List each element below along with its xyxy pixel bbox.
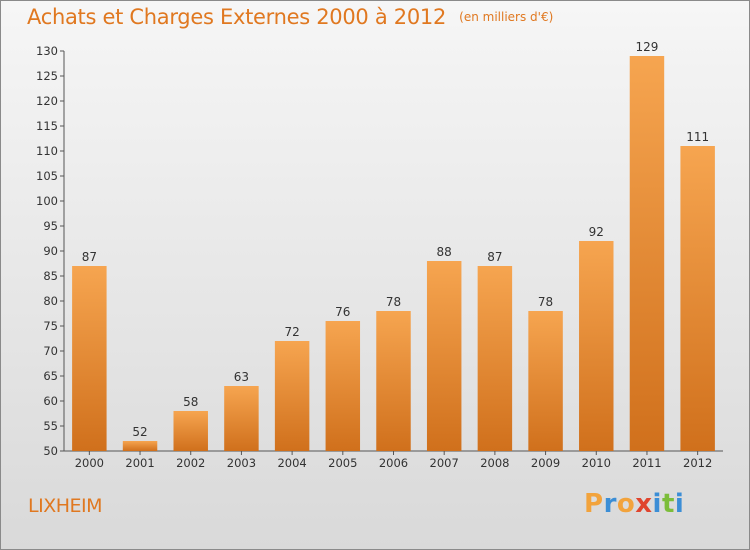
y-tick-label: 55 <box>43 419 58 433</box>
logo-letter: i <box>674 489 685 519</box>
y-tick-label: 100 <box>36 194 58 208</box>
bar <box>477 266 513 451</box>
x-tick-label: 2009 <box>531 456 560 470</box>
logo-letter: o <box>616 489 636 519</box>
bar <box>72 266 107 451</box>
y-tick-label: 75 <box>43 319 58 333</box>
y-tick-label: 80 <box>43 294 58 308</box>
y-tick-label: 90 <box>43 244 58 258</box>
x-tick-label: 2005 <box>328 456 357 470</box>
y-tick-label: 60 <box>43 394 58 408</box>
x-tick-label: 2007 <box>430 456 459 470</box>
logo-letter: x <box>635 489 653 519</box>
bar <box>579 241 614 451</box>
x-tick-label: 2011 <box>632 456 661 470</box>
y-axis: 50 55 60 65 70 75 80 85 90 95 100 105 110 115 120 125 13… <box>36 44 65 458</box>
title-row: Achats et Charges Externes 2000 à 2012 (… <box>27 5 553 29</box>
bar <box>426 261 462 451</box>
x-tick-label: 2000 <box>75 456 104 470</box>
x-tick-label: 2006 <box>379 456 408 470</box>
bar <box>629 56 665 451</box>
bar <box>528 311 563 451</box>
x-tick-label: 2012 <box>683 456 712 470</box>
x-tick-label: 2002 <box>176 456 205 470</box>
chart-unit: (en milliers d'€) <box>459 10 554 24</box>
bar <box>224 386 259 451</box>
y-tick-label: 120 <box>36 94 58 108</box>
x-axis: 2000 2001 2002 2003 2004 2005 2006 2007 2008 2009… <box>64 450 723 470</box>
data-label: 88 <box>437 245 452 259</box>
y-tick-label: 110 <box>36 144 58 158</box>
bar <box>122 441 158 451</box>
y-tick-label: 105 <box>36 169 58 183</box>
logo-letter: P <box>584 489 604 519</box>
data-label: 87 <box>487 250 502 264</box>
bar <box>274 341 310 451</box>
logo-letter: t <box>661 489 675 519</box>
data-label: 76 <box>335 305 350 319</box>
data-label: 63 <box>234 370 249 384</box>
data-labels: 87 52 58 63 72 76 78 88 87 78 92 129 111 <box>82 40 709 439</box>
y-tick-label: 65 <box>43 369 58 383</box>
data-label: 52 <box>132 425 147 439</box>
data-label: 92 <box>589 225 604 239</box>
data-label: 58 <box>183 395 198 409</box>
bars <box>72 56 715 451</box>
x-tick-label: 2003 <box>227 456 256 470</box>
chart-title: Achats et Charges Externes 2000 à 2012 <box>27 5 447 29</box>
data-label: 111 <box>686 130 709 144</box>
bar <box>173 411 208 451</box>
y-tick-label: 125 <box>36 69 58 83</box>
y-tick-label: 70 <box>43 344 58 358</box>
y-tick-label: 95 <box>43 219 58 233</box>
data-label: 78 <box>386 295 401 309</box>
logo-letter: i <box>652 489 662 519</box>
data-label: 72 <box>284 325 299 339</box>
x-tick-label: 2001 <box>125 456 154 470</box>
y-tick-label: 130 <box>36 44 58 58</box>
logo-letter: r <box>603 489 617 519</box>
x-tick-label: 2010 <box>582 456 611 470</box>
bar <box>325 321 361 451</box>
x-tick-label: 2004 <box>277 456 306 470</box>
x-tick-label: 2008 <box>480 456 509 470</box>
bar <box>680 146 715 451</box>
data-label: 78 <box>538 295 553 309</box>
y-tick-label: 115 <box>36 119 58 133</box>
commune-name: LIXHEIM <box>28 495 103 517</box>
bar <box>376 311 411 451</box>
data-label: 129 <box>636 40 659 54</box>
y-tick-label: 50 <box>43 444 58 458</box>
data-label: 87 <box>82 250 97 264</box>
proxiti-logo[interactable]: Proxiti <box>584 489 684 519</box>
y-tick-label: 85 <box>43 269 58 283</box>
